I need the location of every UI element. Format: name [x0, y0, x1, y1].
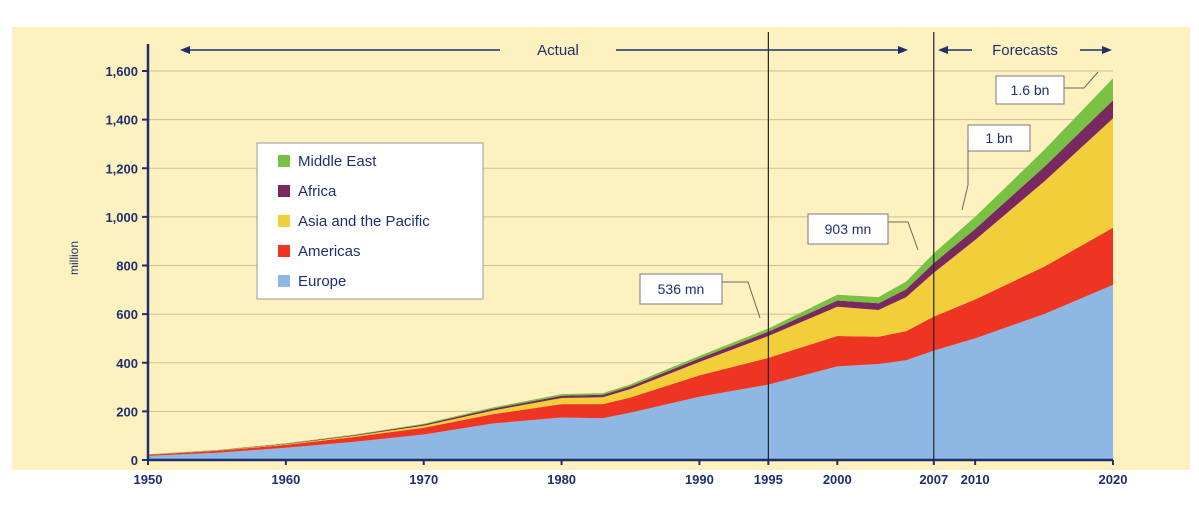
legend-label: Europe: [298, 273, 346, 290]
y-tick-label: 1,000: [105, 210, 138, 225]
annotation-leader: [1064, 71, 1099, 89]
actual-arrow-left-head: [180, 46, 190, 54]
y-tick-label: 1,200: [105, 161, 138, 176]
x-tick-label: 1995: [754, 472, 783, 487]
legend-label: Asia and the Pacific: [298, 213, 430, 230]
forecasts-arrow-left-head: [938, 46, 948, 54]
y-tick-label: 1,400: [105, 113, 138, 128]
x-tick-label: 1990: [685, 472, 714, 487]
x-tick-label: 2000: [823, 472, 852, 487]
area-americas: [148, 227, 1113, 456]
legend-swatch: [278, 275, 290, 287]
annotation-box: [807, 213, 889, 245]
x-tick-label: 2020: [1099, 472, 1128, 487]
annotation-label: 1 bn: [985, 130, 1012, 146]
y-tick-label: 0: [131, 453, 138, 468]
legend-swatch: [278, 155, 290, 167]
x-tick-label: 2007: [919, 472, 948, 487]
x-tick-label: 1980: [547, 472, 576, 487]
y-tick-label: 600: [116, 307, 138, 322]
annotation-box: [967, 124, 1031, 152]
legend-label: Africa: [298, 183, 337, 200]
area-asia-and-the-pacific: [148, 118, 1113, 455]
legend-swatch: [278, 185, 290, 197]
area-africa: [148, 100, 1113, 455]
annotation-label: 536 mn: [658, 281, 705, 297]
x-tick-label: 1950: [134, 472, 163, 487]
legend-box: [256, 142, 484, 300]
forecasts-arrow-right-head: [1102, 46, 1112, 54]
legend-label: Americas: [298, 243, 361, 260]
annotation-label: 903 mn: [825, 221, 872, 237]
x-tick-label: 1970: [409, 472, 438, 487]
y-tick-label: 400: [116, 356, 138, 371]
legend-swatch: [278, 245, 290, 257]
annotation-leader: [888, 221, 919, 251]
area-europe: [148, 284, 1113, 460]
y-tick-label: 200: [116, 404, 138, 419]
y-axis-label: million: [67, 241, 81, 275]
legend-label: Middle East: [298, 153, 377, 170]
annotation-box: [995, 75, 1065, 105]
y-tick-label: 800: [116, 259, 138, 274]
annotation-leader: [722, 281, 761, 319]
annotation-label: 1.6 bn: [1011, 82, 1050, 98]
annotation-leader: [961, 138, 969, 211]
x-tick-label: 2010: [961, 472, 990, 487]
legend-swatch: [278, 215, 290, 227]
x-tick-label: 1960: [271, 472, 300, 487]
forecasts-label: Forecasts: [992, 42, 1058, 59]
annotation-box: [639, 273, 723, 305]
actual-label: Actual: [537, 42, 579, 59]
actual-arrow-right-head: [898, 46, 908, 54]
y-tick-label: 1,600: [105, 64, 138, 79]
